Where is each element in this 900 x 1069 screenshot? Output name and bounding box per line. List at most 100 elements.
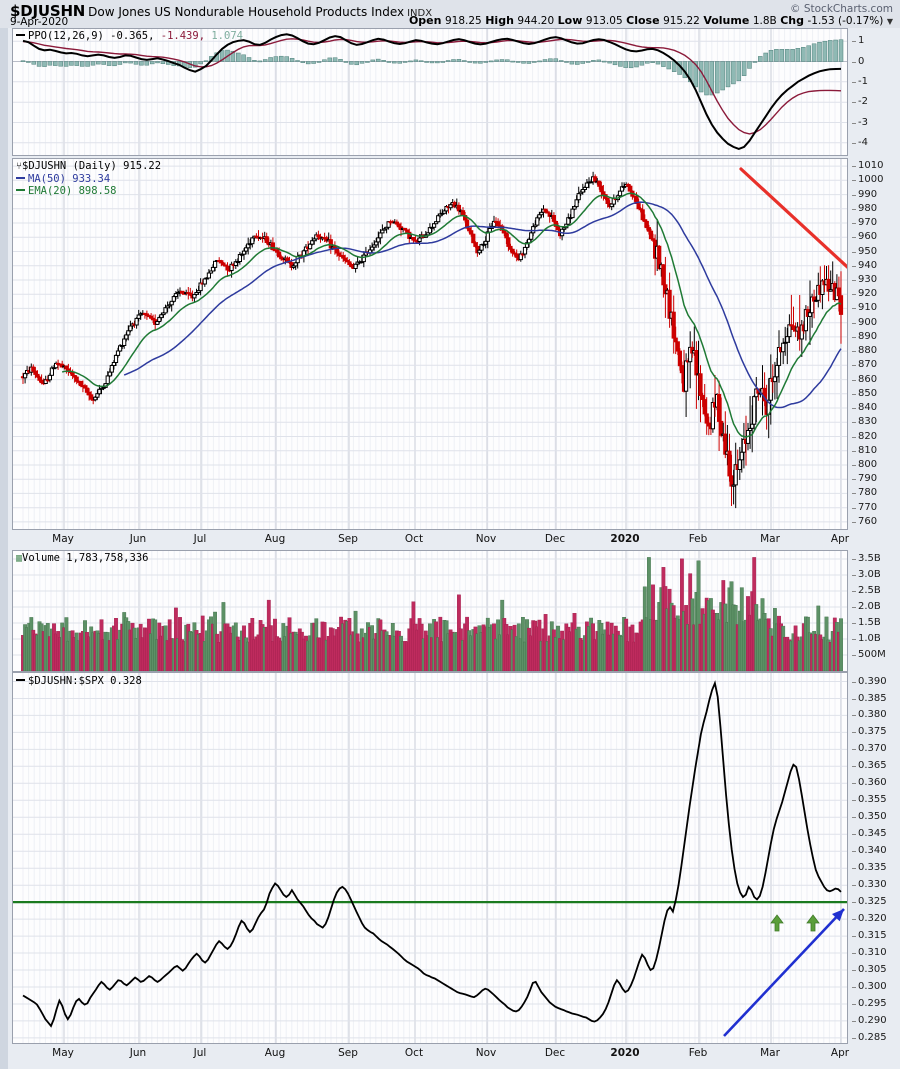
y-axis-tick-mark [852, 1037, 856, 1039]
y-axis-tick: 0.305 [858, 964, 887, 975]
x-axis-tick-dec: Dec [544, 533, 566, 545]
y-axis-tick: 900 [858, 316, 878, 328]
y-axis-tick: 0.310 [858, 947, 887, 958]
y-axis-tick: 3.0B [858, 569, 881, 580]
x-axis-tick-feb: Feb [688, 533, 708, 545]
y-axis-tick: 910 [858, 302, 878, 314]
ppo-line-swatch [16, 34, 25, 36]
price-legend-ma50: MA(50) 933.34 [28, 173, 111, 185]
y-axis-tick: 500M [858, 649, 886, 660]
y-axis-tick: 0.350 [858, 811, 887, 823]
volume-legend: ▥Volume 1,783,758,336 [16, 552, 148, 564]
y-axis-tick-mark [852, 732, 856, 734]
y-axis-tick: 1 [858, 35, 865, 47]
y-axis-tick-mark [852, 122, 856, 124]
y-axis-tick: 0.365 [858, 760, 887, 772]
ppo-legend-signal: -1.439, [160, 30, 206, 42]
y-axis-tick-mark [852, 102, 856, 104]
y-axis-tick: 860 [858, 373, 878, 385]
quote-date: 9-Apr-2020 [10, 16, 69, 28]
y-axis-tick: 0.320 [858, 913, 887, 925]
x-axis-tick-oct: Oct [404, 533, 424, 545]
y-axis-tick: 780 [858, 487, 878, 499]
volume-y-axis: 3.5B 3.0B 2.5B 2.0B 1.5B 1.0B 500M [852, 550, 900, 672]
y-axis-tick: 1000 [858, 174, 884, 186]
ratio-panel [12, 672, 848, 1044]
y-axis-tick: 0.315 [858, 930, 887, 942]
y-axis-tick-mark [852, 322, 856, 324]
y-axis-tick-mark [852, 607, 856, 608]
y-axis-tick-mark [852, 919, 856, 921]
y-axis-tick: 0.385 [858, 692, 887, 704]
price-panel [12, 158, 848, 530]
x-axis-tick-mar: Mar [760, 1047, 780, 1059]
y-axis-tick-mark [852, 41, 856, 43]
y-axis-tick: 2.5B [858, 585, 881, 596]
y-axis-tick-mark [852, 559, 856, 560]
low-label: Low [557, 14, 583, 27]
y-axis-tick: 0.325 [858, 896, 887, 908]
x-axis-tick-sep: Sep [338, 1047, 358, 1059]
y-axis-tick: -4 [858, 136, 868, 148]
x-axis-tick-nov: Nov [475, 533, 497, 545]
y-axis-tick: 760 [858, 515, 878, 527]
y-axis-tick-mark [852, 142, 856, 144]
y-axis-tick: 850 [858, 387, 878, 399]
x-axis-tick-jul: Jul [193, 1047, 207, 1059]
x-axis-tick-sep: Sep [338, 533, 358, 545]
y-axis-tick-mark [852, 280, 856, 281]
x-axis-top: May Jun Jul Aug Sep Oct Nov Dec 2020 Feb Mar Apr [0, 533, 900, 549]
volume-label: Volume [703, 14, 750, 27]
y-axis-tick-mark [852, 436, 856, 438]
x-axis-tick-aug: Aug [264, 1047, 286, 1059]
x-axis-tick-2020: 2020 [610, 533, 640, 545]
y-axis-tick-mark [852, 575, 856, 576]
y-axis-tick: 810 [858, 444, 878, 456]
y-axis-tick: 0.340 [858, 845, 887, 857]
candlestick-icon: ⑂ [16, 161, 22, 172]
y-axis-tick: 0.300 [858, 981, 887, 992]
y-axis-tick: 880 [858, 345, 878, 357]
y-axis-tick: 800 [858, 459, 878, 470]
ma50-swatch [16, 177, 25, 179]
price-y-axis: 1010 1000 990 980 970 960 950 940 930 920 910 900 89… [852, 158, 900, 530]
y-axis-tick: 0.295 [858, 998, 887, 1009]
close-label: Close [626, 14, 660, 27]
y-axis-tick: 870 [858, 359, 878, 371]
symbol-ticker: $DJUSHN [10, 2, 86, 20]
volume-value: 1.8B [752, 15, 777, 27]
y-axis-tick-mark [852, 953, 856, 954]
y-axis-tick: 0.355 [858, 794, 887, 806]
y-axis-tick-mark [852, 336, 856, 338]
x-axis-tick-apr: Apr [830, 533, 850, 545]
y-axis-tick: 0.380 [858, 709, 887, 721]
y-axis-tick-mark [852, 166, 856, 168]
y-axis-tick: -1 [858, 75, 868, 87]
quote-bar: Open 918.25 High 944.20 Low 913.05 Close… [409, 14, 893, 27]
x-axis-tick-may: May [52, 533, 74, 545]
y-axis-tick-mark [852, 223, 856, 224]
y-axis-tick: 790 [858, 473, 878, 485]
y-axis-tick-mark [852, 450, 856, 452]
ppo-panel [12, 28, 848, 156]
y-axis-tick: 0.360 [858, 777, 887, 789]
y-axis-tick-mark [852, 208, 856, 210]
y-axis-tick-mark [852, 422, 856, 424]
y-axis-tick: 830 [858, 416, 878, 428]
volume-legend-text: Volume 1,783,758,336 [22, 552, 149, 564]
y-axis-tick-mark [852, 521, 856, 523]
y-axis-tick-mark [852, 265, 856, 267]
chevron-down-icon[interactable]: ▼ [886, 17, 893, 26]
y-axis-tick: 770 [858, 501, 878, 513]
y-axis-tick: 990 [858, 188, 878, 200]
y-axis-tick-mark [852, 591, 856, 592]
y-axis-tick-mark [852, 868, 856, 870]
high-label: High [485, 14, 514, 27]
chg-value: -1.53 (-0.17%) [807, 15, 884, 27]
y-axis-tick-mark [852, 902, 856, 904]
ppo-legend-histogram: 1.074 [211, 30, 243, 42]
y-axis-tick-mark [852, 655, 856, 656]
y-axis-tick-mark [852, 251, 856, 253]
ratio-line-swatch [16, 679, 25, 681]
